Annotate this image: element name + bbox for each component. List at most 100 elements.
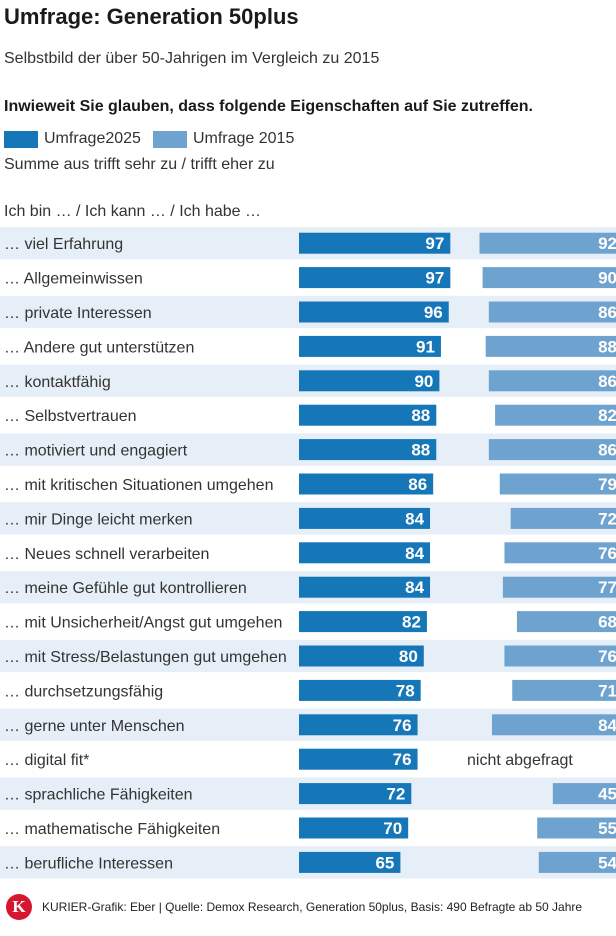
bar-2025 xyxy=(299,335,441,357)
value-label-2025: 88 xyxy=(411,406,430,425)
survey-question: Inwieweit Sie glauben, dass folgende Eig… xyxy=(4,98,533,115)
value-label-2015: 82 xyxy=(598,406,616,425)
value-label-2025: 90 xyxy=(414,372,433,391)
bar-2015 xyxy=(510,507,616,529)
bar-2015 xyxy=(504,645,616,667)
bar-2015 xyxy=(482,267,616,289)
value-label-2015: 76 xyxy=(598,544,616,563)
bar-2025 xyxy=(299,301,449,323)
value-label-2025: 72 xyxy=(386,785,405,804)
value-label-2025: 82 xyxy=(402,613,421,632)
value-label-2025: 80 xyxy=(399,647,418,666)
legend: Umfrage2025 Umfrage 2015 xyxy=(4,128,306,150)
value-label-2025: 84 xyxy=(405,509,424,528)
value-label-2015: 72 xyxy=(598,509,616,528)
footer: K KURIER-Grafik: Eber | Quelle: Demox Re… xyxy=(0,889,616,925)
bar-2015 xyxy=(537,817,616,839)
category-label: … Selbstvertrauen xyxy=(4,408,137,425)
bar-2015 xyxy=(479,232,616,254)
statement-prefix: Ich bin … / Ich kann … / Ich habe … xyxy=(4,203,262,220)
chart-title: Umfrage: Generation 50plus xyxy=(4,4,299,29)
value-label-2015: 76 xyxy=(598,647,616,666)
bar-2025 xyxy=(299,576,431,598)
bar-2015 xyxy=(552,783,616,805)
category-label: … gerne unter Menschen xyxy=(4,718,185,735)
category-label: … meine Gefühle gut kontrollieren xyxy=(4,580,247,597)
value-label-2025: 76 xyxy=(393,716,412,735)
bar-2015 xyxy=(502,576,616,598)
bar-2015 xyxy=(499,473,616,495)
measure-note: Summe aus trifft sehr zu / trifft eher z… xyxy=(4,156,275,173)
bar-2025 xyxy=(299,714,418,736)
value-label-2025: 88 xyxy=(411,441,430,460)
bar-2025 xyxy=(299,507,431,529)
category-label: … Allgemeinwissen xyxy=(4,271,143,288)
category-label: … mit Unsicherheit/Angst gut umgehen xyxy=(4,615,282,632)
bar-2025 xyxy=(299,748,418,770)
category-label: … viel Erfahrung xyxy=(4,236,123,253)
value-label-2015: 86 xyxy=(598,441,616,460)
bar-2015 xyxy=(516,611,616,633)
value-label-2025: 97 xyxy=(425,234,444,253)
bar-2025 xyxy=(299,267,451,289)
category-label: … mit kritischen Situationen umgehen xyxy=(4,477,273,494)
legend-item-2015: Umfrage 2015 xyxy=(152,130,295,148)
bar-2015 xyxy=(488,370,616,392)
value-label-2025: 65 xyxy=(375,853,394,872)
value-label-2025: 70 xyxy=(383,819,402,838)
category-label: … Andere gut unterstützen xyxy=(4,339,194,356)
category-label: … private Interessen xyxy=(4,305,152,322)
bar-2025 xyxy=(299,611,427,633)
category-label: … mathematische Fähigkeiten xyxy=(4,821,220,838)
bar-2015 xyxy=(488,439,616,461)
legend-label-2015: Umfrage 2015 xyxy=(192,130,295,147)
bar-2015 xyxy=(504,542,616,564)
bar-2025 xyxy=(299,473,434,495)
value-label-2025: 97 xyxy=(425,269,444,288)
bar-2025 xyxy=(299,439,437,461)
category-label: … sprachliche Fähigkeiten xyxy=(4,787,193,804)
legend-swatch-2025 xyxy=(4,130,38,148)
missing-label-2015: nicht abgefragt xyxy=(467,752,573,769)
value-label-2025: 91 xyxy=(416,337,435,356)
bar-2015 xyxy=(488,301,616,323)
category-label: … berufliche Interessen xyxy=(4,855,173,872)
category-label: … motiviert und engagiert xyxy=(4,443,188,460)
value-label-2015: 45 xyxy=(598,785,616,804)
bar-2015 xyxy=(512,679,616,701)
category-label: … kontaktfähig xyxy=(4,374,111,391)
category-label: … Neues schnell verarbeiten xyxy=(4,546,209,563)
value-label-2015: 54 xyxy=(598,853,616,872)
value-label-2025: 78 xyxy=(396,681,415,700)
bar-2025 xyxy=(299,679,421,701)
bar-2015 xyxy=(485,335,616,357)
bar-2025 xyxy=(299,542,431,564)
bar-2025 xyxy=(299,817,409,839)
bar-2025 xyxy=(299,370,440,392)
value-label-2025: 84 xyxy=(405,544,424,563)
kurier-logo: K xyxy=(6,894,32,920)
value-label-2015: 55 xyxy=(598,819,616,838)
value-label-2015: 86 xyxy=(598,372,616,391)
value-label-2025: 96 xyxy=(424,303,443,322)
bar-2015 xyxy=(491,714,616,736)
bar-2025 xyxy=(299,232,451,254)
value-label-2015: 71 xyxy=(598,681,616,700)
source-note: KURIER-Grafik: Eber | Quelle: Demox Rese… xyxy=(42,900,583,914)
legend-item-2025: Umfrage2025 xyxy=(4,130,141,148)
value-label-2015: 86 xyxy=(598,303,616,322)
value-label-2015: 90 xyxy=(598,269,616,288)
value-label-2015: 84 xyxy=(598,716,616,735)
legend-swatch-2015 xyxy=(152,130,187,148)
value-label-2025: 86 xyxy=(408,475,427,494)
bar-2025 xyxy=(299,645,424,667)
bar-2015 xyxy=(495,404,616,426)
bar-2015 xyxy=(538,851,616,873)
chart-subtitle: Selbstbild der über 50-Jahrigen im Vergl… xyxy=(4,50,380,67)
value-label-2015: 88 xyxy=(598,337,616,356)
value-label-2015: 79 xyxy=(598,475,616,494)
category-label: … mir Dinge leicht merken xyxy=(4,511,193,528)
category-label: … mit Stress/Belastungen gut umgehen xyxy=(4,649,287,666)
value-label-2025: 76 xyxy=(393,750,412,769)
bar-2025 xyxy=(299,851,401,873)
